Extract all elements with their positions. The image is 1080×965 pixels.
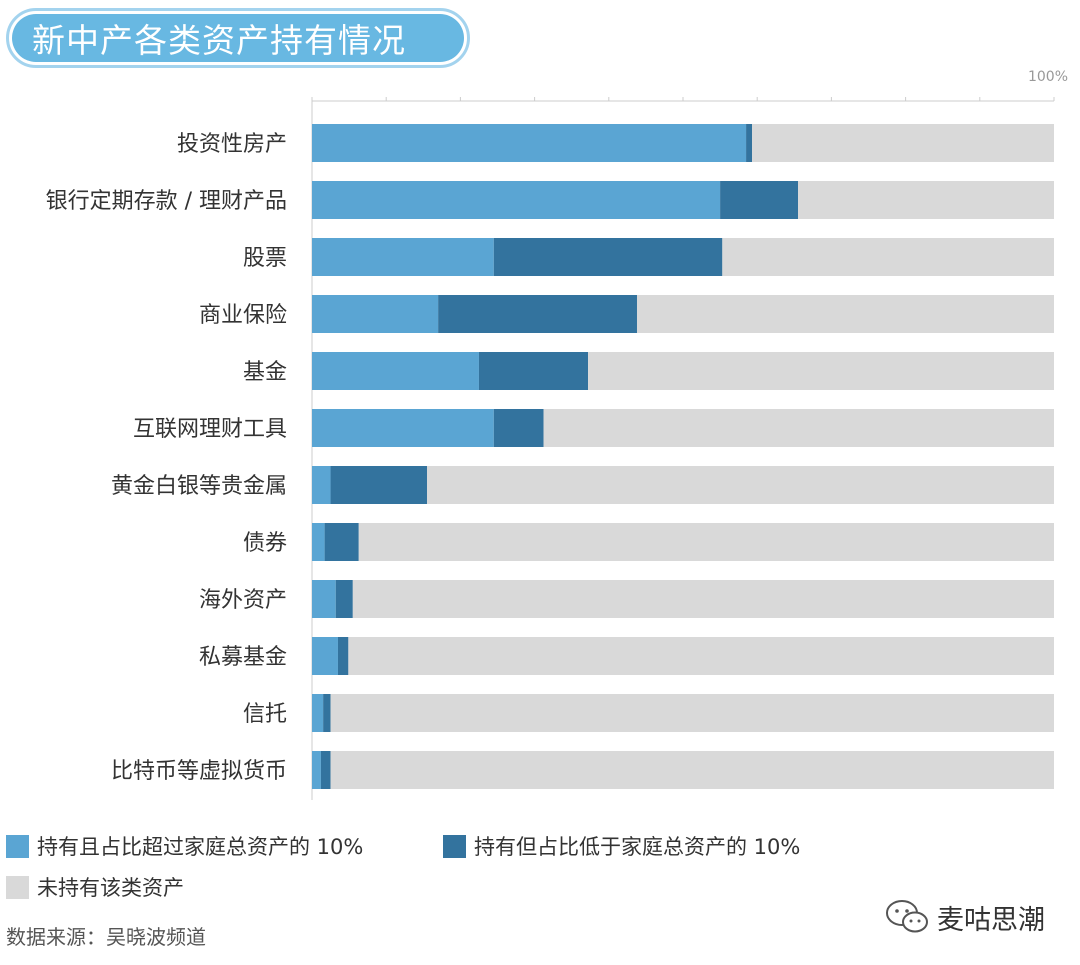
category-label: 债券 <box>243 531 287 556</box>
bar-segment-series-1 <box>720 181 799 219</box>
category-label: 信托 <box>243 702 287 727</box>
bar-segment-series-0 <box>312 694 324 732</box>
bar-segment-series-0 <box>312 523 325 561</box>
legend-item-above-10: 持有且占比超过家庭总资产的 10% <box>6 831 363 861</box>
category-label: 商业保险 <box>199 303 287 328</box>
bar-segment-series-1 <box>438 295 637 333</box>
bar-segment-series-1 <box>330 466 428 504</box>
bar-segment-series-1 <box>746 124 753 162</box>
bar-segment-series-1 <box>493 409 544 447</box>
bar-segment-series-1 <box>337 637 349 675</box>
chart-title: 新中产各类资产持有情况 <box>12 14 464 62</box>
legend-label-not-held: 未持有该类资产 <box>37 876 184 900</box>
bar-segment-series-0 <box>312 181 721 219</box>
category-label: 黄金白银等贵金属 <box>111 474 287 499</box>
category-label: 股票 <box>243 246 287 271</box>
bar-segment-series-0 <box>312 238 494 276</box>
bar-segment-series-1 <box>323 694 331 732</box>
bar-segment-series-2 <box>330 751 1054 789</box>
brand-watermark: 麦咕思潮 <box>883 897 1045 937</box>
legend-item-below-10: 持有但占比低于家庭总资产的 10% <box>443 831 800 861</box>
bar-segment-series-0 <box>312 409 494 447</box>
bar-segment-series-2 <box>752 124 1054 162</box>
bar-segment-series-1 <box>493 238 723 276</box>
data-source: 数据来源：吴晓波频道 <box>6 925 206 949</box>
x-axis-max-label: 100% <box>1028 69 1068 85</box>
bar-segment-series-2 <box>588 352 1054 390</box>
bar-segment-series-2 <box>358 523 1055 561</box>
wechat-icon <box>886 900 928 933</box>
bar-segment-series-1 <box>324 523 359 561</box>
bar-segment-series-2 <box>348 637 1054 675</box>
bar-segment-series-1 <box>335 580 353 618</box>
bar-segment-series-2 <box>722 238 1054 276</box>
legend-label-below-10: 持有但占比低于家庭总资产的 10% <box>474 835 801 859</box>
bar-segment-series-0 <box>312 580 336 618</box>
legend-swatch-light-blue <box>6 834 29 858</box>
legend-swatch-dark-blue <box>443 834 466 858</box>
category-label: 互联网理财工具 <box>133 417 287 442</box>
bar-segment-series-1 <box>478 352 589 390</box>
bar-segment-series-2 <box>330 694 1054 732</box>
bar-segment-series-0 <box>312 751 321 789</box>
bar-segment-series-2 <box>636 295 1054 333</box>
bar-segment-series-0 <box>312 637 338 675</box>
category-label: 私募基金 <box>199 645 287 670</box>
bar-segment-series-2 <box>798 181 1054 219</box>
legend-item-not-held: 未持有该类资产 <box>6 872 184 902</box>
bar-segment-series-2 <box>352 580 1054 618</box>
category-label: 银行定期存款 / 理财产品 <box>46 189 287 214</box>
legend-label-above-10: 持有且占比超过家庭总资产的 10% <box>37 835 364 859</box>
bar-segment-series-0 <box>312 466 331 504</box>
category-label: 投资性房产 <box>177 132 287 157</box>
bar-segment-series-0 <box>312 352 479 390</box>
bar-segment-series-0 <box>312 295 439 333</box>
category-label: 海外资产 <box>199 588 287 613</box>
category-label: 比特币等虚拟货币 <box>111 759 287 784</box>
brand-name: 麦咕思潮 <box>937 904 1045 936</box>
legend-swatch-gray <box>6 875 29 899</box>
bar-segment-series-1 <box>320 751 331 789</box>
bar-segment-series-2 <box>543 409 1054 447</box>
chart-title-pill: 新中产各类资产持有情况 <box>6 8 470 68</box>
category-label: 基金 <box>243 360 287 385</box>
bar-segment-series-2 <box>427 466 1054 504</box>
bar-segment-series-0 <box>312 124 747 162</box>
